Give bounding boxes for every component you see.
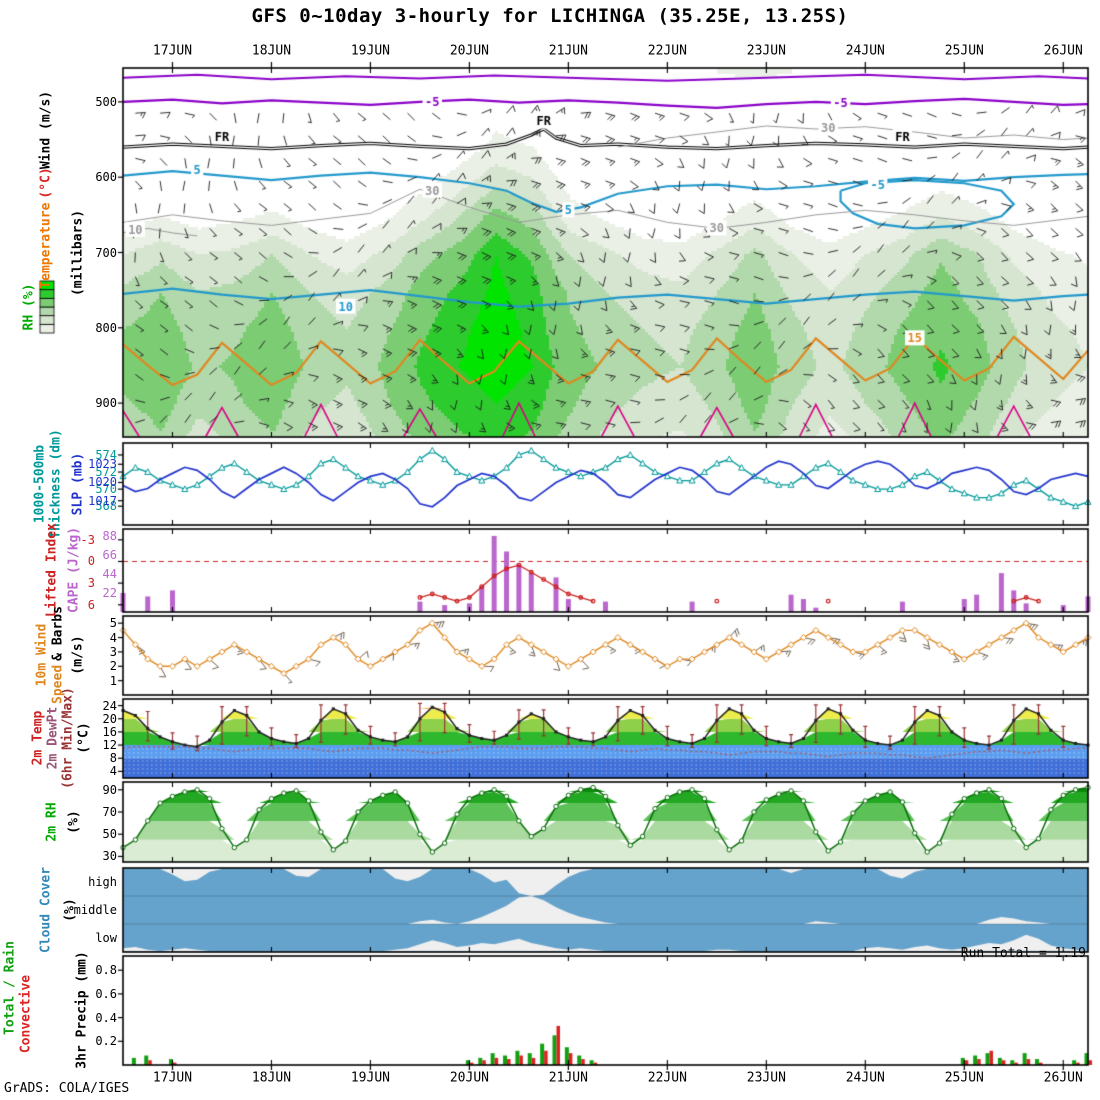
- x-axis-day-label-top: 24JUN: [845, 43, 885, 59]
- cape-tick-label: 44: [102, 566, 117, 581]
- axis-label-2m-temp: 2m Temp: [30, 710, 46, 766]
- pressure-tick-label: 500: [95, 94, 117, 109]
- grads-credit: GrADS: COLA/IGES: [4, 1081, 130, 1096]
- rh-tick-label: 50: [102, 827, 117, 842]
- precip-tick-label: 0.2: [95, 1034, 117, 1049]
- x-axis-day-label-top: 17JUN: [152, 43, 193, 59]
- cloud-band-label: high: [88, 875, 117, 889]
- x-axis-day-label-bottom: 19JUN: [350, 1070, 390, 1086]
- x-axis-day-label-bottom: 22JUN: [647, 1070, 687, 1086]
- axis-label-2m-dewpt: 2m DewPt: [45, 706, 61, 770]
- temp-tick-label: 8: [109, 751, 117, 766]
- wind-speed-tick-label: 3: [109, 644, 117, 659]
- rh-tick-label: 30: [102, 849, 117, 864]
- temp-tick-label: 12: [102, 738, 117, 753]
- slp-tick-label: 1017: [88, 493, 117, 508]
- axis-label-wind: Wind (m/s): [38, 90, 54, 170]
- temp-tick-label: 16: [102, 724, 117, 739]
- x-axis-day-label-top: 25JUN: [944, 43, 984, 59]
- slp-tick-label: 1020: [88, 475, 117, 490]
- axis-label-millibars: (millibars): [70, 209, 86, 297]
- precip-tick-label: 0.4: [95, 1010, 117, 1025]
- x-axis-day-label-bottom: 24JUN: [845, 1070, 885, 1086]
- thickness-tick-label: 568: [95, 499, 117, 514]
- x-axis-day-label-bottom: 26JUN: [1043, 1070, 1083, 1086]
- thickness-tick-label: 572: [95, 465, 117, 480]
- x-axis-day-label-bottom: 17JUN: [152, 1070, 193, 1086]
- axis-label-degc-unit: (°C): [76, 722, 92, 754]
- chart-title: GFS 0~10day 3-hourly for LICHINGA (35.25…: [251, 5, 849, 27]
- cape-tick-label: 66: [102, 547, 117, 562]
- temperature-label-unit: (°C): [38, 167, 54, 199]
- temp-tick-label: 24: [102, 698, 117, 713]
- axis-label-rh: RH (%): [21, 283, 37, 331]
- lifted-index-tick-label: -3: [80, 532, 95, 547]
- run-total: Run Total = 1.19: [960, 946, 1086, 961]
- axis-label-total-rain: Total / Rain: [2, 941, 18, 1035]
- wind-speed-tick-label: 1: [109, 673, 117, 688]
- precip-tick-label: 0.8: [95, 963, 117, 978]
- thickness-tick-label: 570: [95, 482, 117, 497]
- x-axis-day-label-top: 26JUN: [1043, 43, 1083, 59]
- axis-label-cloud-cover: Cloud Cover: [38, 866, 54, 954]
- x-axis-day-label-top: 21JUN: [548, 43, 588, 59]
- axis-label-10m-wind: 10m Wind: [34, 623, 50, 687]
- pressure-tick-label: 900: [95, 396, 117, 411]
- axis-label-temperature: Temperature (°C): [39, 165, 54, 290]
- barbs-label: & Barbs: [50, 606, 66, 661]
- slp-tick-label: 1023: [88, 457, 117, 472]
- wind-speed-tick-label: 4: [109, 630, 117, 645]
- wind-speed-tick-label: 2: [109, 659, 117, 674]
- pressure-tick-label: 800: [95, 320, 117, 335]
- x-axis-day-label-top: 22JUN: [647, 43, 687, 59]
- axis-label-minmax: (6hr Min/Max): [60, 687, 76, 789]
- lifted-index-tick-label: 0: [87, 554, 95, 569]
- axis-label-thickness-1: 1000-500mb: [32, 444, 48, 524]
- rh-tick-label: 90: [102, 782, 117, 797]
- lifted-index-tick-label: 6: [87, 597, 95, 612]
- rh-tick-label: 70: [102, 805, 117, 819]
- axis-label-lifted-index: Lifted Index: [44, 523, 60, 617]
- cape-tick-label: 22: [102, 585, 117, 600]
- pressure-tick-label: 700: [95, 245, 117, 260]
- cloud-band-label: low: [95, 931, 117, 945]
- temp-tick-label: 20: [102, 711, 117, 726]
- x-axis-day-label-bottom: 20JUN: [449, 1070, 489, 1086]
- x-axis-day-label-top: 19JUN: [350, 43, 390, 59]
- thickness-tick-label: 574: [95, 447, 117, 462]
- temp-tick-label: 4: [109, 764, 117, 779]
- x-axis-day-label-bottom: 18JUN: [251, 1070, 292, 1086]
- wind-speed-tick-label: 5: [109, 616, 117, 631]
- pressure-tick-label: 600: [95, 170, 117, 185]
- temperature-label-word: Temperature: [38, 202, 54, 289]
- axis-label-slp: SLP (mb): [70, 452, 86, 516]
- lifted-index-tick-label: 3: [87, 576, 95, 591]
- axis-label-convective: Convective: [18, 974, 34, 1054]
- precip-tick-label: 0.6: [95, 986, 117, 1001]
- cloud-band-label: middle: [73, 903, 117, 917]
- x-axis-day-label-bottom: 25JUN: [944, 1070, 984, 1086]
- cape-tick-label: 88: [102, 528, 117, 543]
- axis-label-cape: CAPE (J/kg): [66, 526, 82, 614]
- axis-label-2m-rh: 2m RH: [44, 802, 60, 842]
- axis-label-ms-unit: (m/s): [70, 635, 86, 675]
- x-axis-day-label-bottom: 23JUN: [746, 1070, 786, 1086]
- x-axis-day-label-bottom: 21JUN: [548, 1070, 588, 1086]
- axis-label-rh-pct-unit: (%): [66, 810, 82, 834]
- axis-label-3hr-precip: 3hr Precip (mm): [74, 951, 90, 1069]
- x-axis-day-label-top: 23JUN: [746, 43, 786, 59]
- x-axis-day-label-top: 20JUN: [449, 43, 489, 59]
- x-axis-day-label-top: 18JUN: [251, 43, 292, 59]
